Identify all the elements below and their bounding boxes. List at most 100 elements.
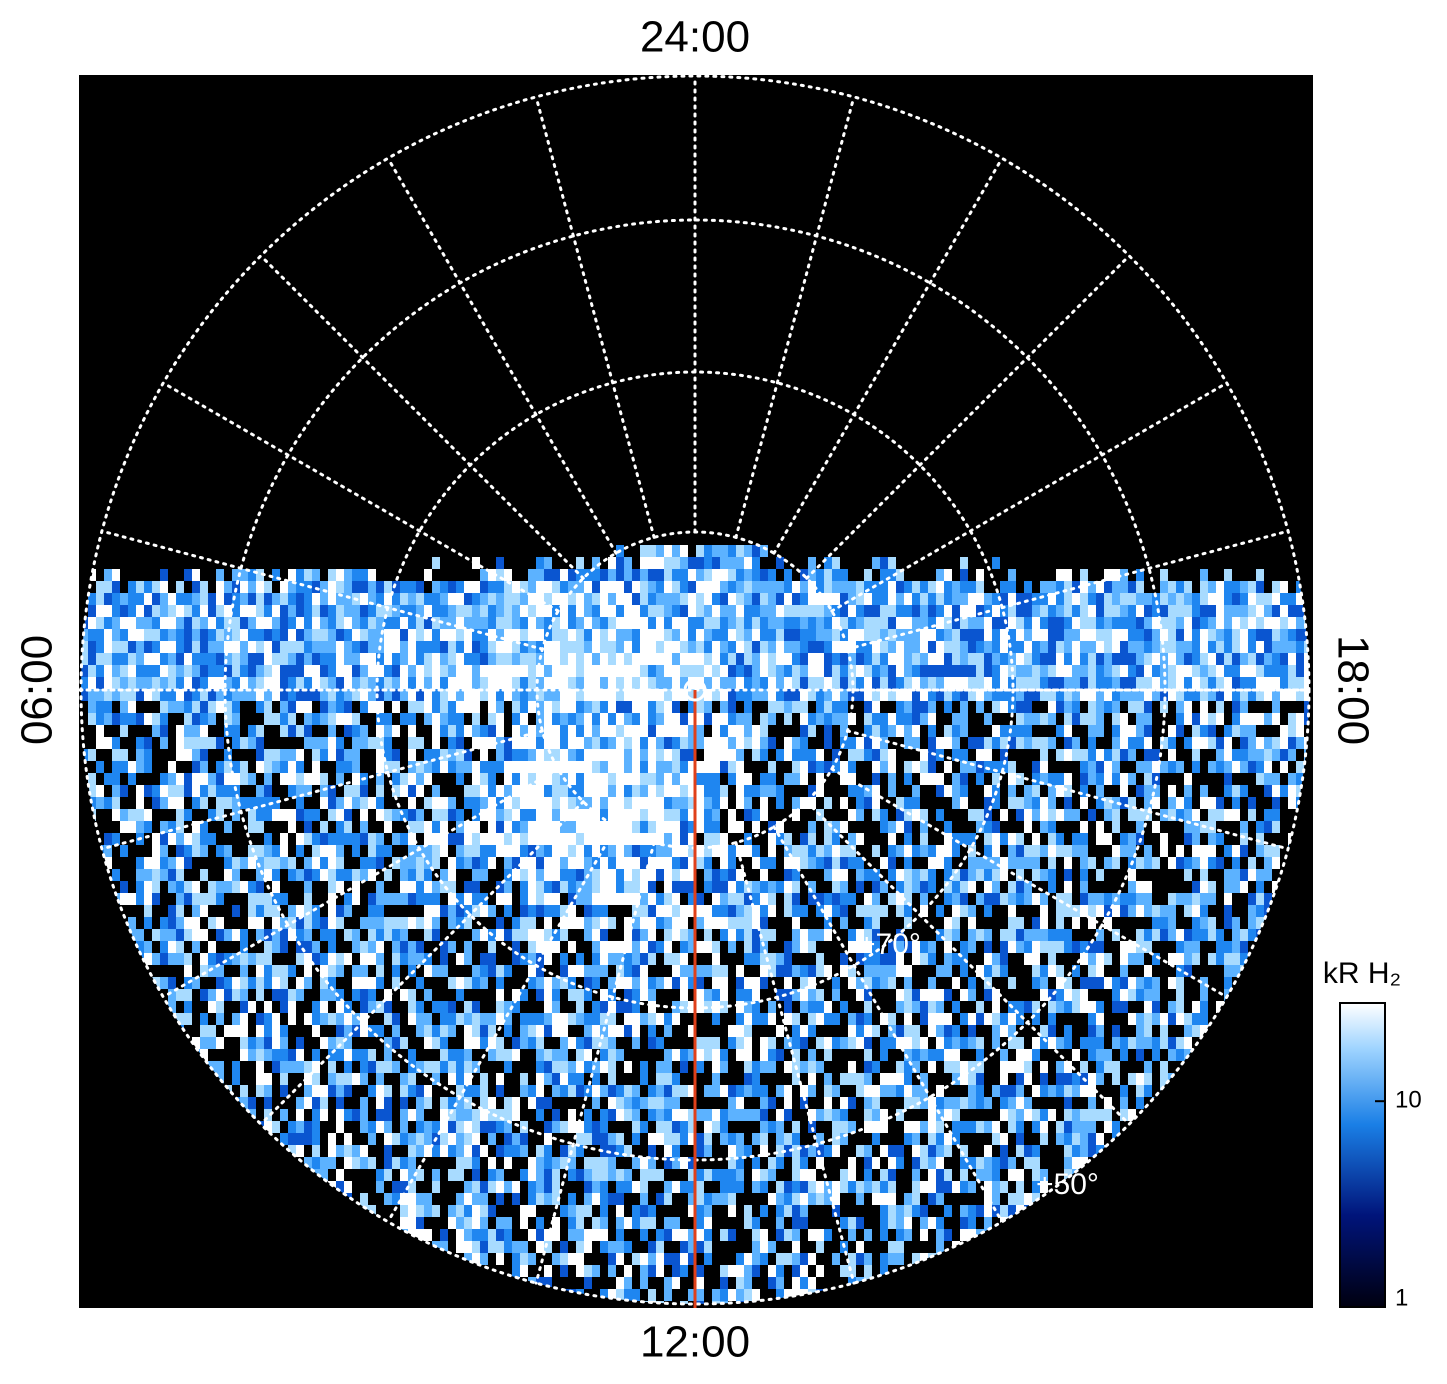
emission-cell [184,953,192,965]
emission-cell [1176,953,1184,965]
emission-cell [168,677,176,689]
emission-cell [1248,761,1256,773]
emission-cell [416,761,424,773]
emission-cell [1248,917,1256,929]
emission-cell [1208,857,1216,869]
emission-cell [1056,773,1064,785]
emission-cell [280,629,288,641]
emission-cell [688,977,696,989]
emission-cell [1200,857,1208,869]
emission-cell [824,1085,832,1097]
emission-cell [448,881,456,893]
emission-cell [1144,905,1152,917]
emission-cell [592,1085,600,1097]
emission-cell [208,965,216,977]
emission-cell [792,605,800,617]
emission-cell [408,833,416,845]
emission-cell [376,965,384,977]
emission-cell [904,689,912,701]
emission-cell [880,665,888,677]
emission-cell [384,869,392,881]
emission-cell [312,845,320,857]
emission-cell [872,1061,880,1073]
emission-cell [1216,617,1224,629]
emission-cell [104,605,112,617]
emission-cell [240,617,248,629]
emission-cell [448,677,456,689]
emission-cell [96,737,104,749]
emission-cell [552,977,560,989]
emission-cell [712,905,720,917]
emission-cell [1096,1061,1104,1073]
emission-cell [936,845,944,857]
emission-cell [528,725,536,737]
emission-cell [936,1097,944,1109]
emission-cell [1136,617,1144,629]
emission-cell [1016,677,1024,689]
emission-cell [616,941,624,953]
emission-cell [256,593,264,605]
emission-cell [704,701,712,713]
emission-cell [648,833,656,845]
emission-cell [456,593,464,605]
emission-cell [560,677,568,689]
emission-cell [592,1001,600,1013]
emission-cell [944,893,952,905]
emission-cell [976,773,984,785]
emission-cell [688,785,696,797]
emission-cell [808,881,816,893]
emission-cell [752,653,760,665]
emission-cell [344,893,352,905]
emission-cell [968,689,976,701]
emission-cell [648,917,656,929]
emission-cell [904,1097,912,1109]
emission-cell [1072,1085,1080,1097]
emission-cell [576,1073,584,1085]
emission-cell [152,581,160,593]
emission-cell [96,725,104,737]
emission-cell [1040,869,1048,881]
emission-cell [880,1013,888,1025]
emission-cell [840,617,848,629]
emission-cell [416,881,424,893]
emission-cell [504,809,512,821]
emission-cell [952,629,960,641]
emission-cell [832,665,840,677]
emission-cell [576,953,584,965]
emission-cell [1048,773,1056,785]
emission-cell [304,953,312,965]
emission-cell [432,1037,440,1049]
emission-cell [424,617,432,629]
emission-cell [896,929,904,941]
emission-cell [256,1013,264,1025]
emission-cell [1288,665,1296,677]
emission-cell [560,737,568,749]
emission-cell [928,689,936,701]
emission-cell [728,629,736,641]
emission-cell [440,629,448,641]
emission-cell [952,773,960,785]
emission-cell [296,1049,304,1061]
emission-cell [376,773,384,785]
emission-cell [640,593,648,605]
emission-cell [264,905,272,917]
emission-cell [1240,725,1248,737]
emission-cell [304,785,312,797]
emission-cell [392,761,400,773]
emission-cell [752,785,760,797]
emission-cell [1096,689,1104,701]
emission-cell [808,641,816,653]
emission-cell [160,737,168,749]
emission-cell [304,917,312,929]
emission-cell [1008,737,1016,749]
emission-cell [928,665,936,677]
emission-cell [456,845,464,857]
emission-cell [1016,1001,1024,1013]
emission-cell [712,713,720,725]
emission-cell [872,701,880,713]
emission-cell [936,1001,944,1013]
emission-cell [704,749,712,761]
emission-cell [1264,749,1272,761]
emission-cell [536,881,544,893]
emission-cell [232,797,240,809]
